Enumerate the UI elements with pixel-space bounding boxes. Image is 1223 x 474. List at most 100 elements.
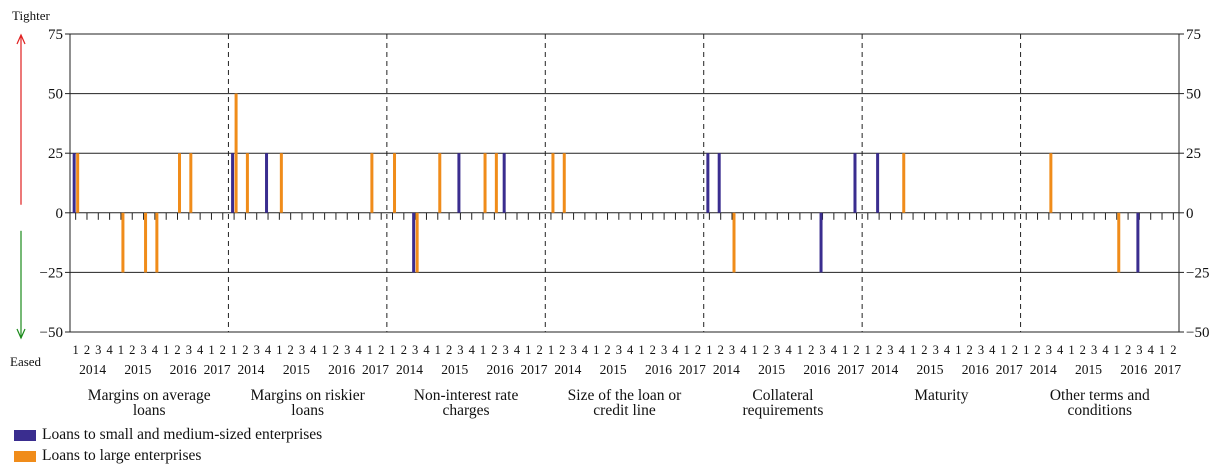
group-title-g1-l1: loans xyxy=(291,402,324,419)
ytick-label-left-4: −25 xyxy=(40,265,63,281)
quarter-label-g2-q4: 1 xyxy=(435,343,441,357)
quarter-label-g5-q3: 4 xyxy=(899,343,906,357)
quarter-label-g3-q0: 1 xyxy=(548,343,554,357)
bar-s1-g0-q4 xyxy=(121,212,125,273)
year-label-g4-0: 2014 xyxy=(713,362,740,377)
quarter-label-g5-q1: 2 xyxy=(876,343,882,357)
year-label-g4-1: 2015 xyxy=(758,362,785,377)
quarter-label-g5-q7: 4 xyxy=(944,343,951,357)
legend-item-large: Loans to large enterprises xyxy=(14,447,201,465)
quarter-label-g6-q13: 2 xyxy=(1170,343,1176,357)
quarter-label-g6-q5: 2 xyxy=(1080,343,1086,357)
bar-s1-g2-q9 xyxy=(494,153,498,213)
quarter-label-g1-q8: 1 xyxy=(321,343,327,357)
quarter-label-g3-q5: 2 xyxy=(604,343,610,357)
quarter-label-g4-q4: 1 xyxy=(752,343,758,357)
quarter-label-g3-q9: 2 xyxy=(650,343,656,357)
quarter-label-g6-q6: 3 xyxy=(1091,343,1097,357)
legend-label-sme: Loans to small and medium-sized enterpri… xyxy=(42,426,323,443)
quarter-label-g3-q4: 1 xyxy=(593,343,599,357)
quarter-label-g5-q9: 2 xyxy=(967,343,973,357)
quarter-label-g4-q12: 1 xyxy=(842,343,848,357)
year-label-g1-3: 2017 xyxy=(362,362,389,377)
quarter-label-g5-q11: 4 xyxy=(989,343,996,357)
quarter-label-g3-q10: 3 xyxy=(661,343,667,357)
year-label-g5-3: 2017 xyxy=(996,362,1023,377)
quarter-label-g3-q11: 4 xyxy=(672,343,679,357)
group-title-g6-l1: conditions xyxy=(1067,402,1132,419)
tighter-arrow-head xyxy=(16,33,26,45)
quarter-label-g3-q6: 3 xyxy=(616,343,622,357)
quarter-label-g5-q10: 3 xyxy=(978,343,984,357)
quarter-label-g2-q11: 4 xyxy=(514,343,521,357)
quarter-label-g1-q11: 4 xyxy=(355,343,362,357)
quarter-label-g1-q10: 3 xyxy=(344,343,350,357)
quarter-label-g6-q11: 4 xyxy=(1148,343,1155,357)
quarter-label-g6-q2: 3 xyxy=(1046,343,1052,357)
quarter-label-g0-q10: 3 xyxy=(186,343,192,357)
year-label-g0-3: 2017 xyxy=(204,362,231,377)
bar-s1-g2-q8 xyxy=(483,153,487,213)
quarter-label-g2-q5: 2 xyxy=(446,343,452,357)
quarter-label-g2-q8: 1 xyxy=(480,343,486,357)
quarter-label-g6-q8: 1 xyxy=(1114,343,1120,357)
bar-s1-g5-q3 xyxy=(902,153,906,213)
bar-s1-g1-q0 xyxy=(234,93,238,213)
quarter-label-g4-q0: 1 xyxy=(706,343,712,357)
group-title-g0-l0: Margins on average xyxy=(88,387,211,404)
year-label-g6-0: 2014 xyxy=(1030,362,1057,377)
quarter-label-g4-q5: 2 xyxy=(763,343,769,357)
year-label-g3-1: 2015 xyxy=(600,362,627,377)
quarter-label-g2-q13: 2 xyxy=(537,343,543,357)
quarter-label-g2-q7: 4 xyxy=(469,343,476,357)
quarter-label-g1-q7: 4 xyxy=(310,343,317,357)
quarter-label-g0-q4: 1 xyxy=(118,343,124,357)
bar-s0-g4-q1 xyxy=(717,153,721,213)
quarter-label-g2-q3: 4 xyxy=(423,343,430,357)
group-title-g2-l1: charges xyxy=(443,402,490,419)
bar-s1-g0-q10 xyxy=(189,153,193,213)
quarter-label-g6-q1: 2 xyxy=(1034,343,1040,357)
quarter-label-g3-q13: 2 xyxy=(695,343,701,357)
quarter-label-g3-q3: 4 xyxy=(582,343,589,357)
ytick-label-left-5: −50 xyxy=(40,325,63,341)
quarter-label-g2-q12: 1 xyxy=(525,343,531,357)
bar-s1-g1-q1 xyxy=(245,153,249,213)
bar-s0-g2-q6 xyxy=(457,153,461,213)
bar-s1-g0-q9 xyxy=(178,153,182,213)
ytick-label-left-3: 0 xyxy=(56,206,64,222)
year-label-g1-1: 2015 xyxy=(283,362,310,377)
bar-s1-g4-q2 xyxy=(732,212,736,273)
year-label-g2-0: 2014 xyxy=(396,362,423,377)
quarter-label-g3-q1: 2 xyxy=(559,343,565,357)
quarter-label-g0-q6: 3 xyxy=(140,343,146,357)
bar-s0-g4-q13 xyxy=(853,153,857,213)
year-label-g2-1: 2015 xyxy=(441,362,468,377)
quarter-label-g1-q9: 2 xyxy=(333,343,339,357)
bar-s1-g0-q6 xyxy=(144,212,148,273)
bar-s1-g1-q12 xyxy=(370,153,374,213)
quarter-label-g6-q10: 3 xyxy=(1136,343,1142,357)
bar-s1-g3-q0 xyxy=(551,153,555,213)
quarter-label-g2-q6: 3 xyxy=(457,343,463,357)
quarter-label-g4-q11: 4 xyxy=(831,343,838,357)
legend-swatch-large xyxy=(14,450,36,462)
quarter-label-g6-q9: 2 xyxy=(1125,343,1131,357)
bar-s0-g6-q10 xyxy=(1136,212,1140,273)
legend-item-sme: Loans to small and medium-sized enterpri… xyxy=(14,426,322,444)
quarter-label-g6-q12: 1 xyxy=(1159,343,1165,357)
bar-s1-g2-q0 xyxy=(393,153,397,213)
year-label-g0-1: 2015 xyxy=(124,362,151,377)
group-title-g2-l0: Non-interest rate xyxy=(414,387,519,404)
quarter-label-g5-q12: 1 xyxy=(1000,343,1006,357)
quarter-label-g0-q5: 2 xyxy=(129,343,135,357)
group-title-g4-l1: requirements xyxy=(742,402,823,419)
year-label-g3-2: 2016 xyxy=(645,362,672,377)
quarter-label-g1-q12: 1 xyxy=(367,343,373,357)
bar-s0-g1-q3 xyxy=(265,153,269,213)
group-title-g3-l0: Size of the loan or xyxy=(568,387,682,404)
bar-s1-g0-q0 xyxy=(76,153,80,213)
quarter-label-g0-q0: 1 xyxy=(73,343,79,357)
quarter-label-g4-q7: 4 xyxy=(785,343,792,357)
